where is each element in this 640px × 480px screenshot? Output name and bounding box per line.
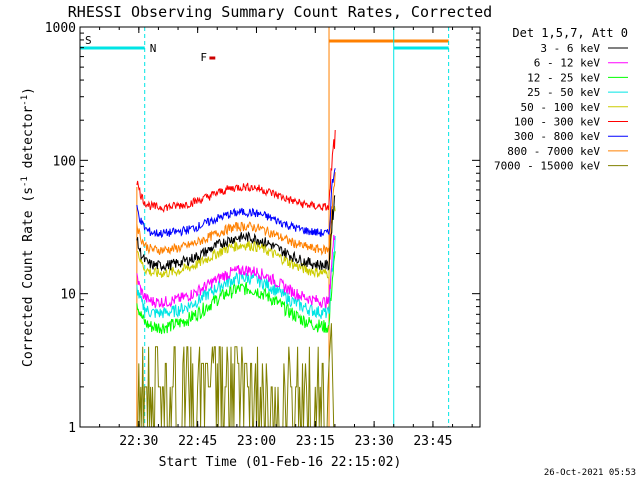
y-tick-label: 100	[53, 154, 76, 169]
y-axis-label: Corrected Count Rate (s-1 detector-1)	[20, 87, 36, 367]
x-tick-label: 23:45	[413, 434, 452, 449]
x-tick-label: 22:30	[119, 434, 158, 449]
series-line	[137, 130, 335, 212]
legend-label: 12 - 25 keV	[527, 71, 600, 84]
marker-s-label: S	[85, 34, 92, 47]
x-tick-label: 23:00	[237, 434, 276, 449]
series-line	[137, 206, 335, 278]
legend-header: Det 1,5,7, Att 0	[512, 26, 628, 40]
legend-label: 7000 - 15000 keV	[494, 160, 600, 173]
legend-label: 50 - 100 keV	[521, 101, 601, 114]
footer-timestamp: 26-Oct-2021 05:53	[544, 468, 636, 478]
legend-label: 100 - 300 keV	[514, 116, 600, 129]
y-tick-label: 10	[60, 288, 76, 303]
legend-label: 6 - 12 keV	[534, 57, 601, 70]
series-line	[137, 168, 335, 237]
x-tick-label: 22:45	[178, 434, 217, 449]
series-line	[137, 323, 334, 427]
plot-frame	[80, 27, 480, 427]
plot-area: S N F	[80, 27, 449, 427]
marker-f-label: F	[200, 51, 207, 64]
y-tick-label: 1000	[45, 21, 76, 36]
legend-label: 25 - 50 keV	[527, 86, 600, 99]
x-axis-label: Start Time (01-Feb-16 22:15:02)	[159, 455, 402, 470]
marker-n-label: N	[150, 42, 157, 55]
y-tick-label: 1	[68, 421, 76, 436]
legend-label: 300 - 800 keV	[514, 130, 600, 143]
x-tick-label: 23:30	[355, 434, 394, 449]
x-tick-label: 23:15	[296, 434, 335, 449]
legend-label: 800 - 7000 keV	[507, 145, 600, 158]
legend-label: 3 - 6 keV	[540, 42, 600, 55]
chart-title: RHESSI Observing Summary Count Rates, Co…	[68, 3, 492, 21]
